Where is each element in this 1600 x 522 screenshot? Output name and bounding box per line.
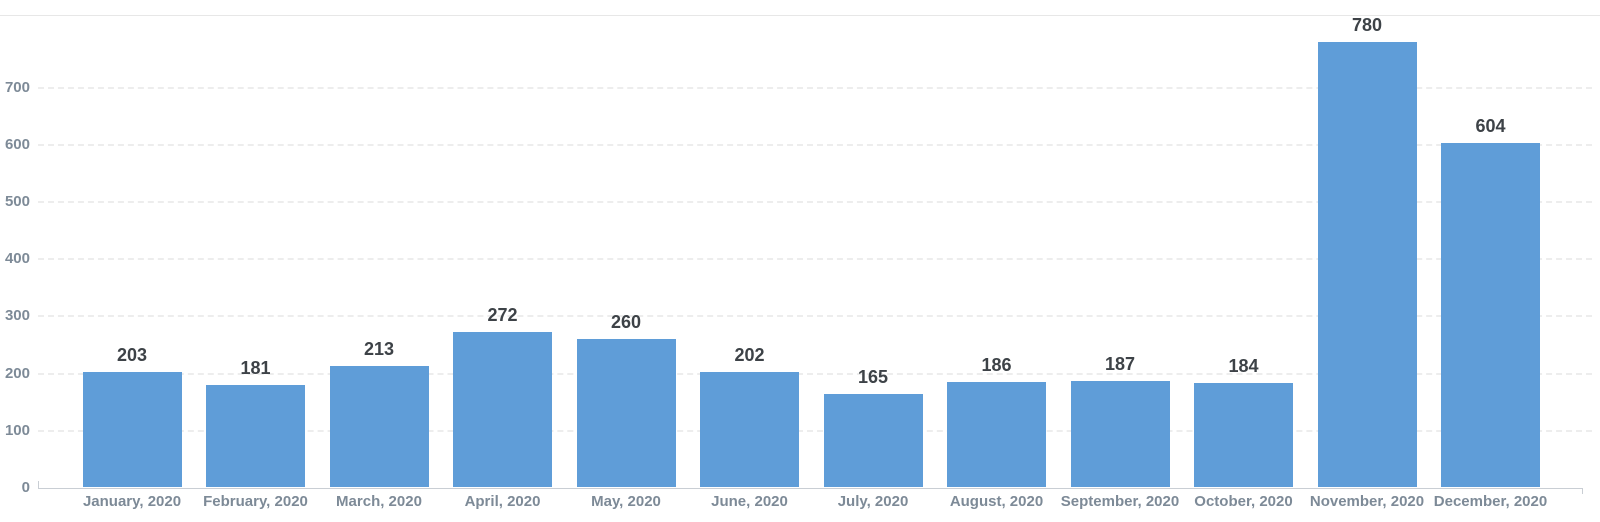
y-axis-tick-label: 300 (4, 307, 30, 325)
x-axis-category-label: May, 2020 (591, 493, 661, 510)
top-divider-line (0, 15, 1600, 16)
bar-value-label: 184 (1228, 355, 1259, 376)
bar-value-label: 181 (240, 357, 271, 378)
x-axis-category-label: June, 2020 (711, 493, 788, 510)
bar-value-label: 213 (363, 339, 395, 360)
y-axis-tick-label: 700 (4, 78, 30, 96)
x-axis-category-label: July, 2020 (837, 493, 909, 510)
y-gridline (38, 429, 1592, 432)
y-axis-tick-label: 400 (4, 250, 30, 268)
x-axis-category-label: February, 2020 (203, 493, 308, 510)
bar-april[interactable] (453, 332, 552, 487)
y-axis-tick-label: 0 (21, 479, 30, 496)
bar-march[interactable] (329, 366, 429, 487)
x-axis-category-label: September, 2020 (1060, 493, 1180, 510)
bar-value-label: 202 (734, 345, 765, 366)
x-axis-category-label: December, 2020 (1433, 493, 1548, 510)
y-gridline (38, 201, 1592, 204)
bar-value-label: 260 (610, 312, 642, 333)
bar-june[interactable] (700, 372, 799, 487)
y-gridline (38, 86, 1592, 89)
bar-value-label: 604 (1475, 115, 1506, 136)
y-gridline (38, 315, 1592, 318)
x-axis-line (38, 488, 1583, 489)
bar-value-label: 272 (487, 305, 518, 326)
bar-value-label: 186 (981, 354, 1012, 375)
x-axis-category-label: January, 2020 (82, 493, 182, 510)
x-axis-category-label: March, 2020 (336, 493, 422, 510)
x-axis-category-label: October, 2020 (1194, 493, 1293, 510)
y-gridline (38, 372, 1592, 375)
y-axis-tick-label: 600 (4, 135, 30, 153)
y-axis-tick-label: 500 (4, 193, 30, 211)
bar-september[interactable] (1070, 381, 1170, 487)
bar-october[interactable] (1194, 382, 1293, 487)
y-gridline (38, 143, 1592, 146)
y-axis-tick-label: 100 (4, 421, 30, 439)
bar-value-label: 187 (1104, 354, 1136, 375)
x-axis-category-label: November, 2020 (1309, 493, 1425, 510)
x-axis-category-label: April, 2020 (464, 493, 541, 510)
bar-november[interactable] (1317, 41, 1417, 487)
y-axis-tick-label: 200 (4, 364, 30, 382)
bar-february[interactable] (206, 384, 305, 487)
bar-value-label: 165 (857, 366, 889, 387)
x-axis-left-end-tick (38, 481, 39, 488)
x-axis-category-label: August, 2020 (949, 493, 1044, 510)
y-gridline (38, 258, 1592, 261)
bar-may[interactable] (576, 339, 676, 487)
bar-august[interactable] (947, 381, 1046, 487)
bar-january[interactable] (82, 371, 182, 487)
bar-december[interactable] (1441, 142, 1540, 487)
x-axis-right-end-tick (1582, 488, 1583, 494)
bar-value-label: 203 (116, 344, 148, 365)
bar-value-label: 780 (1351, 14, 1383, 35)
bar-july[interactable] (823, 393, 923, 487)
